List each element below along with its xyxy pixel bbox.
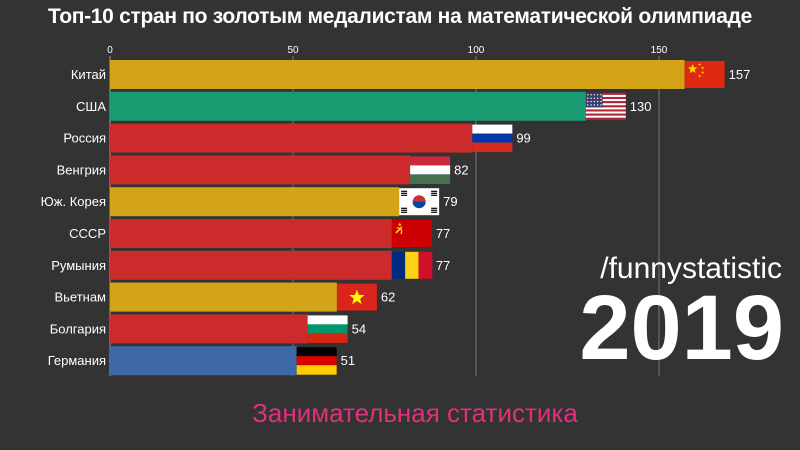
russia-flag-icon: [472, 124, 513, 153]
usa-flag-icon: [585, 92, 626, 120]
value-label: 51: [341, 353, 355, 368]
bar: [110, 346, 297, 376]
category-label: Китай: [71, 67, 106, 82]
bar: [110, 250, 392, 280]
category-label: Вьетнам: [54, 290, 106, 305]
category-label: Германия: [48, 353, 106, 368]
subtitle: Занимательная статистика: [252, 398, 578, 428]
category-label: Болгария: [50, 321, 106, 336]
value-label: 77: [436, 226, 450, 241]
value-label: 157: [729, 67, 751, 82]
value-label: 77: [436, 258, 450, 273]
category-label: Румыния: [51, 258, 106, 273]
year-label: 2019: [579, 277, 784, 379]
value-label: 99: [516, 131, 530, 146]
value-label: 62: [381, 290, 395, 305]
germany-flag-icon: [296, 347, 337, 375]
bar: [110, 91, 586, 121]
category-label: Венгрия: [57, 162, 106, 177]
bar: [110, 187, 400, 217]
x-tick-label: 0: [107, 45, 113, 56]
china-flag-icon: [684, 61, 725, 88]
bar: [110, 123, 473, 153]
value-label: 82: [454, 162, 468, 177]
category-label: Юж. Корея: [41, 194, 106, 209]
value-label: 130: [630, 99, 652, 114]
category-label: Россия: [63, 131, 106, 146]
bulgaria-flag-icon: [307, 315, 348, 343]
value-label: 54: [352, 321, 366, 336]
vietnam-flag-icon: [336, 283, 377, 311]
x-tick-label: 100: [468, 45, 485, 56]
hungary-flag-icon: [410, 156, 451, 184]
x-tick-label: 150: [651, 45, 668, 56]
category-label: СССР: [69, 226, 106, 241]
chart-title: Топ-10 стран по золотым медалистам на ма…: [47, 5, 752, 28]
bar: [110, 219, 392, 248]
category-label: США: [76, 99, 106, 114]
value-label: 79: [443, 194, 457, 209]
bar: [110, 155, 411, 185]
bar: [110, 60, 685, 89]
watermark: /funnystatistic: [600, 252, 782, 285]
south-korea-flag-icon: [399, 188, 440, 216]
x-tick-label: 50: [287, 45, 299, 56]
romania-flag-icon: [391, 251, 433, 279]
ussr-flag-icon: [391, 220, 432, 247]
bar: [110, 314, 308, 344]
bar: [110, 282, 337, 312]
